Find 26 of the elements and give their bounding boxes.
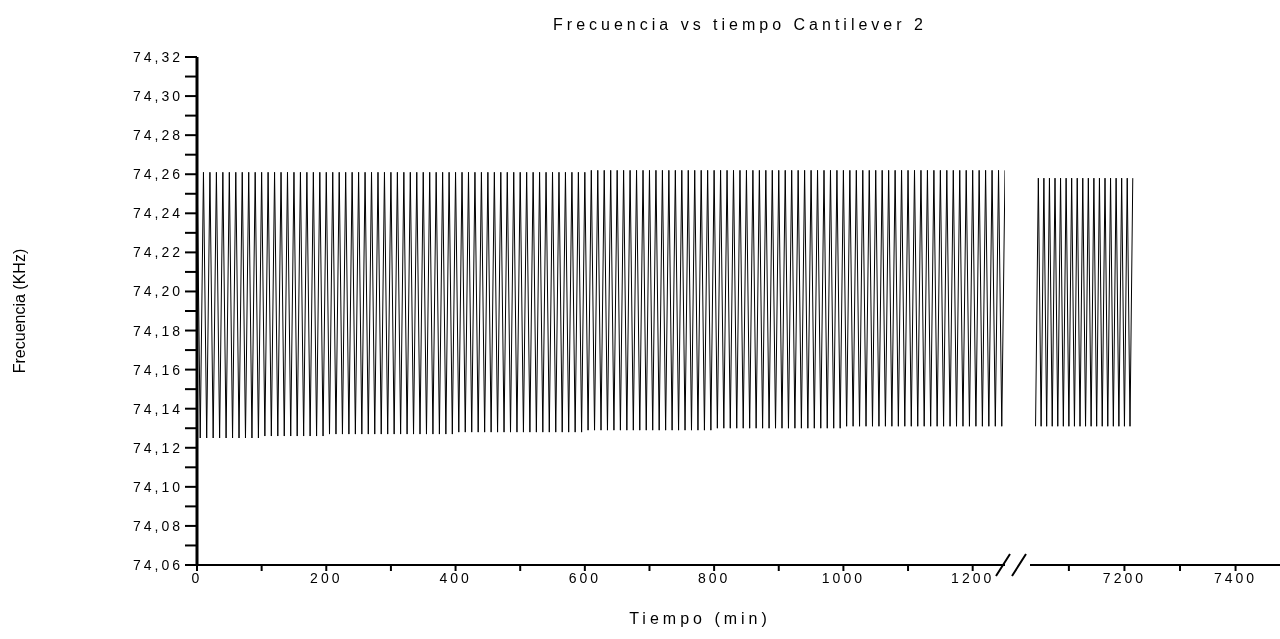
y-tick-label: 74,20 <box>132 283 183 300</box>
x-tick-label: 800 <box>697 569 731 586</box>
x-tick-label: 400 <box>439 569 472 586</box>
chart-title: Frecuencia vs tiempo Cantilever 2 <box>552 16 928 34</box>
x-tick-label: 7400 <box>1213 569 1258 586</box>
y-tick-label: 74,06 <box>132 556 183 573</box>
y-axis-title: Frecuencia (KHz) <box>10 248 28 374</box>
x-tick-label: 600 <box>568 569 602 586</box>
x-tick-label: 200 <box>310 569 343 586</box>
x-axis-title: Tiempo (min) <box>628 610 772 628</box>
y-tick-label: 74,12 <box>132 439 183 456</box>
x-tick-label: 0 <box>191 569 203 586</box>
x-tick-label: 7200 <box>1102 569 1147 586</box>
y-tick-label: 74,26 <box>132 166 183 183</box>
y-tick-label: 74,28 <box>132 127 183 144</box>
x-tick-label: 1000 <box>821 569 865 586</box>
y-tick-label: 74,22 <box>132 244 183 261</box>
y-tick-label: 74,32 <box>132 48 183 65</box>
y-tick-label: 74,14 <box>132 400 183 417</box>
y-tick-label: 74,18 <box>132 322 183 339</box>
x-tick-label: 1200 <box>951 569 995 586</box>
y-tick-label: 74,16 <box>132 361 183 378</box>
y-tick-label: 74,24 <box>132 205 183 222</box>
y-tick-label: 74,30 <box>132 88 183 105</box>
y-tick-label: 74,10 <box>132 478 183 495</box>
y-tick-label: 74,08 <box>132 517 183 534</box>
